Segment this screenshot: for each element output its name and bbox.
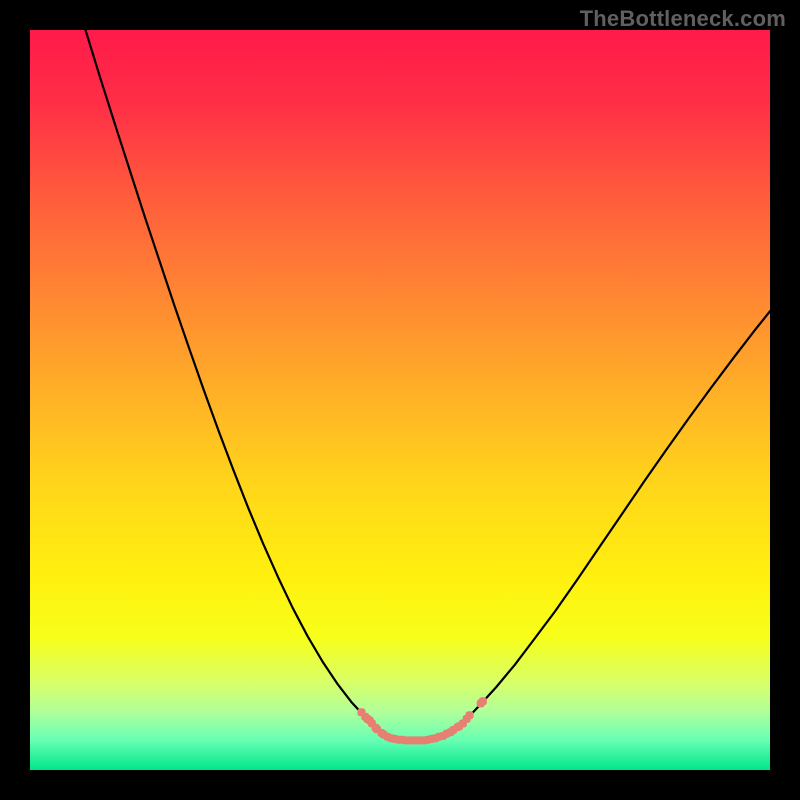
watermark-text: TheBottleneck.com (580, 6, 786, 32)
chart-container (30, 30, 770, 770)
chart-background (30, 30, 770, 770)
bottleneck-chart (30, 30, 770, 770)
trough-marker (466, 711, 474, 719)
trough-marker (479, 697, 487, 705)
